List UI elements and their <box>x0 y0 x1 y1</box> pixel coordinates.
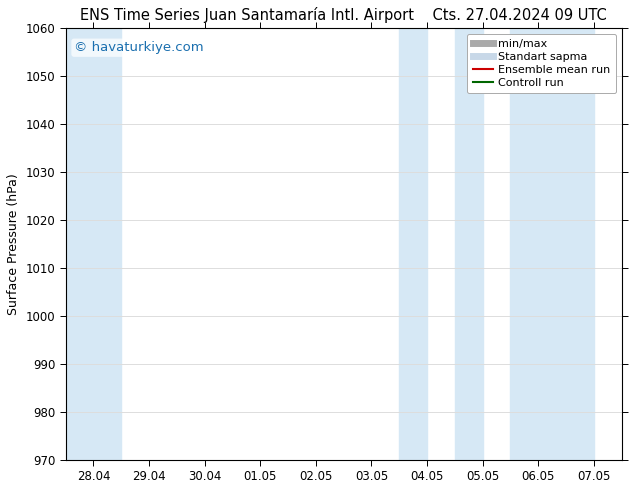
Bar <box>510 28 593 460</box>
Bar <box>455 28 482 460</box>
Bar <box>66 28 121 460</box>
Legend: min/max, Standart sapma, Ensemble mean run, Controll run: min/max, Standart sapma, Ensemble mean r… <box>467 34 616 93</box>
Bar <box>399 28 427 460</box>
Title: ENS Time Series Juan Santamaría Intl. Airport    Cts. 27.04.2024 09 UTC: ENS Time Series Juan Santamaría Intl. Ai… <box>81 7 607 23</box>
Y-axis label: Surface Pressure (hPa): Surface Pressure (hPa) <box>7 173 20 315</box>
Text: © havaturkiye.com: © havaturkiye.com <box>74 41 204 54</box>
